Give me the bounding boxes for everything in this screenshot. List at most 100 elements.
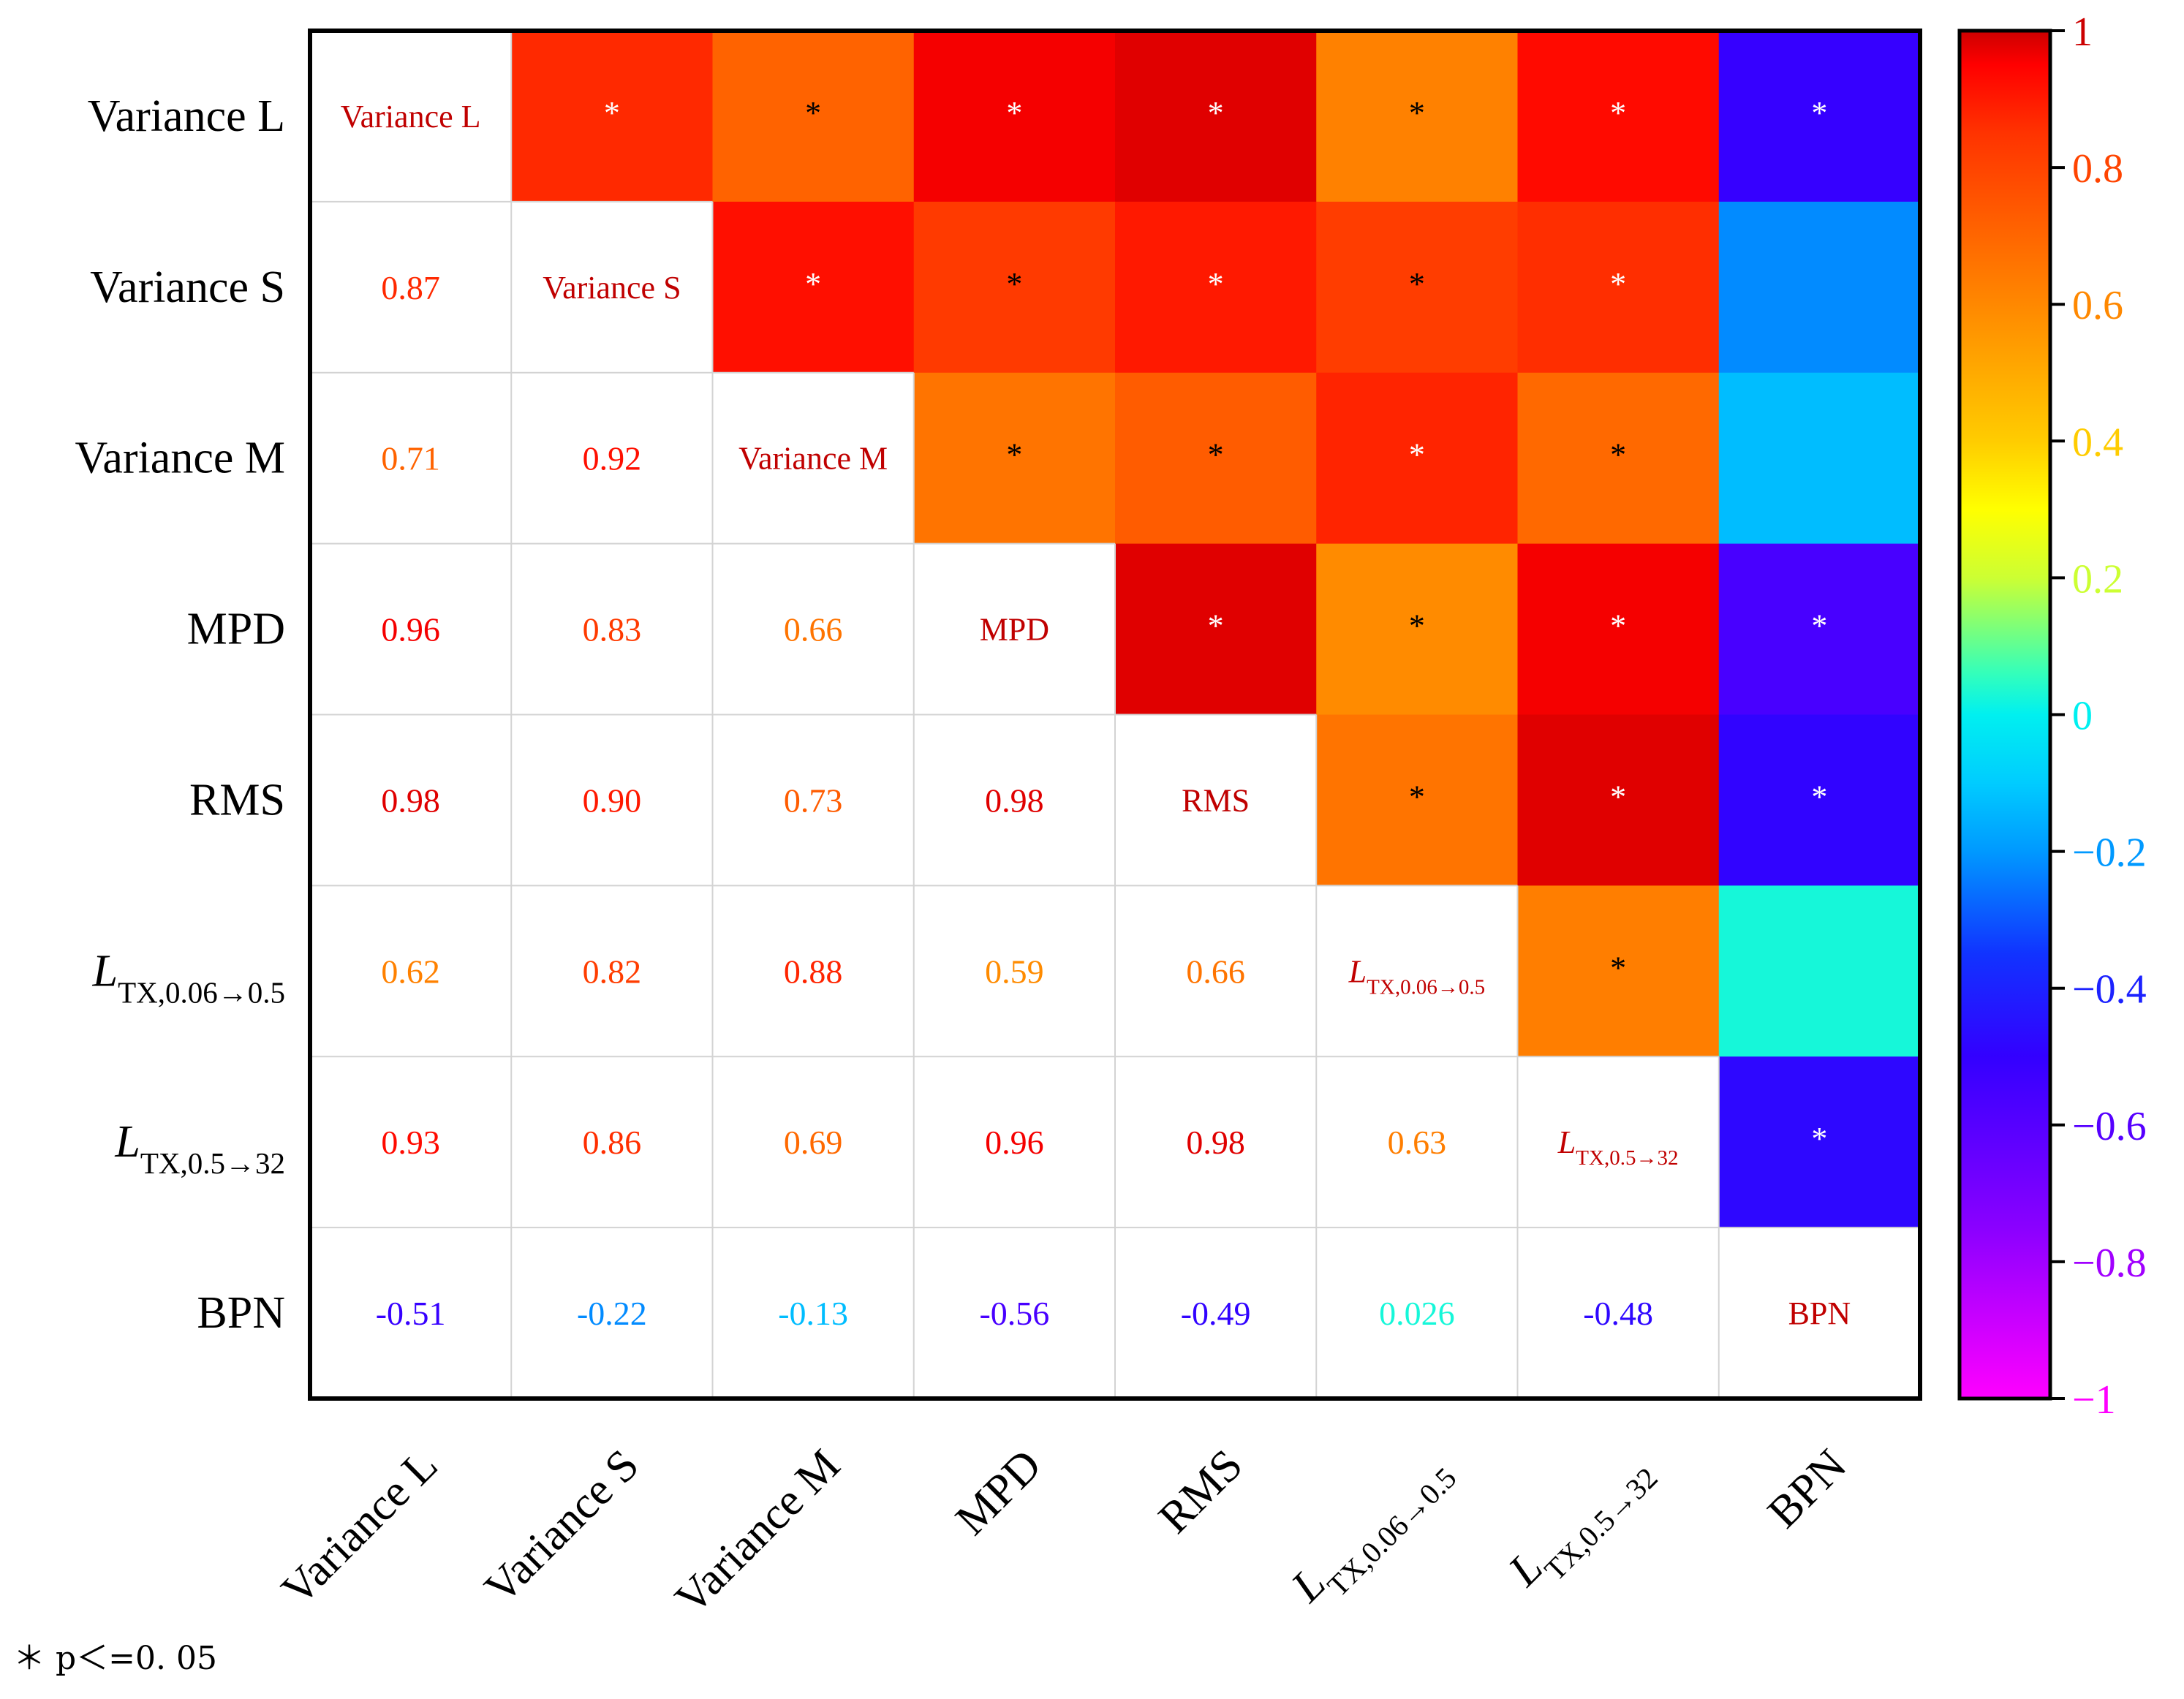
significance-star: * <box>1610 608 1626 644</box>
column-label-variance-m-2: Variance M <box>666 1440 850 1624</box>
heatmap-cell <box>1517 201 1720 374</box>
correlation-value: 0.88 <box>784 953 843 990</box>
plot-frame <box>308 29 1922 1401</box>
significance-star: * <box>1610 950 1626 985</box>
significance-star: * <box>1610 779 1626 814</box>
correlation-value: 0.71 <box>381 440 440 477</box>
heatmap-cell <box>1718 543 1921 716</box>
significance-star: * <box>805 266 821 302</box>
correlation-value: 0.86 <box>583 1124 642 1161</box>
correlation-value: -0.51 <box>376 1295 446 1332</box>
significance-star: * <box>1811 95 1827 131</box>
correlation-value: 0.96 <box>985 1124 1044 1161</box>
heatmap-cell <box>1718 201 1921 374</box>
significance-star: * <box>1610 437 1626 473</box>
colorbar-tick-label: 0.8 <box>2072 146 2123 192</box>
heatmap-cell <box>1316 31 1519 203</box>
correlation-value: 0.98 <box>1186 1124 1245 1161</box>
significance-star: * <box>604 95 620 131</box>
row-label-variance-m-2: Variance M <box>75 434 285 483</box>
diagonal-label: LTX,0.5→32 <box>1557 1124 1679 1170</box>
correlation-value: 0.90 <box>583 782 642 819</box>
heatmap-cell <box>1517 714 1720 886</box>
significance-star: * <box>1409 266 1425 302</box>
heatmap-cell <box>1316 372 1519 545</box>
grid-lines <box>310 31 1920 1399</box>
correlation-value: 0.026 <box>1379 1295 1455 1332</box>
correlation-value: -0.22 <box>577 1295 647 1332</box>
correlation-value: 0.98 <box>985 782 1044 819</box>
significance-star: * <box>1610 266 1626 302</box>
correlation-value: 0.87 <box>381 269 440 306</box>
heatmap-cell <box>1718 714 1921 886</box>
colorbar-tick-label: −0.8 <box>2072 1241 2147 1286</box>
significance-star: * <box>1409 608 1425 644</box>
row-label-l-tx-0-06-0-5-5: LTX,0.06→0.5 <box>92 946 285 1009</box>
significance-star: * <box>1811 608 1827 644</box>
colorbar-tick-label: 0.4 <box>2072 420 2123 465</box>
correlation-value: 0.93 <box>381 1124 440 1161</box>
correlation-value: 0.63 <box>1388 1124 1447 1161</box>
cell-labels: * * * * * * * * * * * * * * * * * * * * * * * * * Variance L Varia… <box>341 95 1851 1332</box>
heatmap-cell <box>1718 1056 1921 1228</box>
significance-star: * <box>1006 266 1022 302</box>
column-label-l-tx-0-06-0-5-5: LTX,0.06→0.5 <box>1282 1440 1463 1622</box>
row-label-l-tx-0-5-32-6: LTX,0.5→32 <box>114 1117 285 1180</box>
row-label-variance-l-0: Variance L <box>88 91 285 141</box>
column-label-mpd-3: MPD <box>946 1440 1051 1545</box>
correlation-value: -0.48 <box>1583 1295 1653 1332</box>
significance-star: * <box>1610 95 1626 131</box>
correlation-value: -0.56 <box>979 1295 1049 1332</box>
colorbar-tick-label: 0.2 <box>2072 556 2123 602</box>
row-label-mpd-3: MPD <box>187 605 285 654</box>
heatmap-cell <box>712 201 915 374</box>
diagonal-label: Variance S <box>543 270 681 306</box>
correlation-value: -0.13 <box>778 1295 848 1332</box>
column-label-rms-4: RMS <box>1149 1440 1252 1543</box>
heatmap-cell <box>1115 543 1317 716</box>
heatmap-cell <box>913 372 1116 545</box>
correlation-value: 0.69 <box>784 1124 843 1161</box>
heatmap-cell <box>1316 714 1519 886</box>
heatmap-cell <box>913 31 1116 203</box>
significance-star: * <box>1409 779 1425 814</box>
colorbar: 1 0.8 0.6 0.4 0.2 0 −0.2 −0.4 −0.6 −0.8 −1 <box>1957 10 2147 1423</box>
diagonal-label: Variance L <box>341 99 481 135</box>
colorbar-tick-label: 0 <box>2072 694 2093 739</box>
heatmap-cell <box>1718 372 1921 545</box>
colorbar-tick-label: −0.4 <box>2072 967 2147 1013</box>
correlation-value: 0.59 <box>985 953 1044 990</box>
colorbar-tick-label: −1 <box>2072 1377 2116 1423</box>
correlation-value: -0.49 <box>1181 1295 1251 1332</box>
correlation-value: 0.66 <box>1186 953 1245 990</box>
column-labels: Variance L Variance S Variance M MPD RMS LTX,… <box>272 1440 1856 1624</box>
column-label-bpn-7: BPN <box>1758 1440 1856 1537</box>
correlation-value: 0.66 <box>784 611 843 648</box>
heatmap-cell <box>1316 201 1519 374</box>
heatmap-cell <box>1718 31 1921 203</box>
heatmap-cell <box>913 201 1116 374</box>
significance-star: * <box>1208 437 1224 473</box>
significance-star: * <box>1006 437 1022 473</box>
correlation-value: 0.96 <box>381 611 440 648</box>
colorbar-tick-label: −0.6 <box>2072 1104 2147 1149</box>
column-label-l-tx-0-5-32-6: LTX,0.5→32 <box>1499 1440 1664 1605</box>
heatmap-cell <box>1517 31 1720 203</box>
correlation-value: 0.98 <box>381 782 440 819</box>
significance-star: * <box>1208 95 1224 131</box>
significance-star: * <box>805 95 821 131</box>
colorbar-tick-label: 1 <box>2072 10 2093 55</box>
heatmap-cell <box>1517 885 1720 1057</box>
correlation-value: 0.82 <box>583 953 642 990</box>
diagonal-label: Variance M <box>738 441 888 477</box>
diagonal-label: MPD <box>980 612 1049 648</box>
correlation-value: 0.73 <box>784 782 843 819</box>
significance-star: * <box>1006 95 1022 131</box>
column-label-variance-s-1: Variance S <box>475 1440 649 1613</box>
upper-triangle-cells <box>511 31 1921 1228</box>
significance-star: * <box>1811 779 1827 814</box>
heatmap-cell <box>1316 543 1519 716</box>
column-label-variance-l-0: Variance L <box>272 1440 447 1615</box>
heatmap-cell <box>1517 372 1720 545</box>
